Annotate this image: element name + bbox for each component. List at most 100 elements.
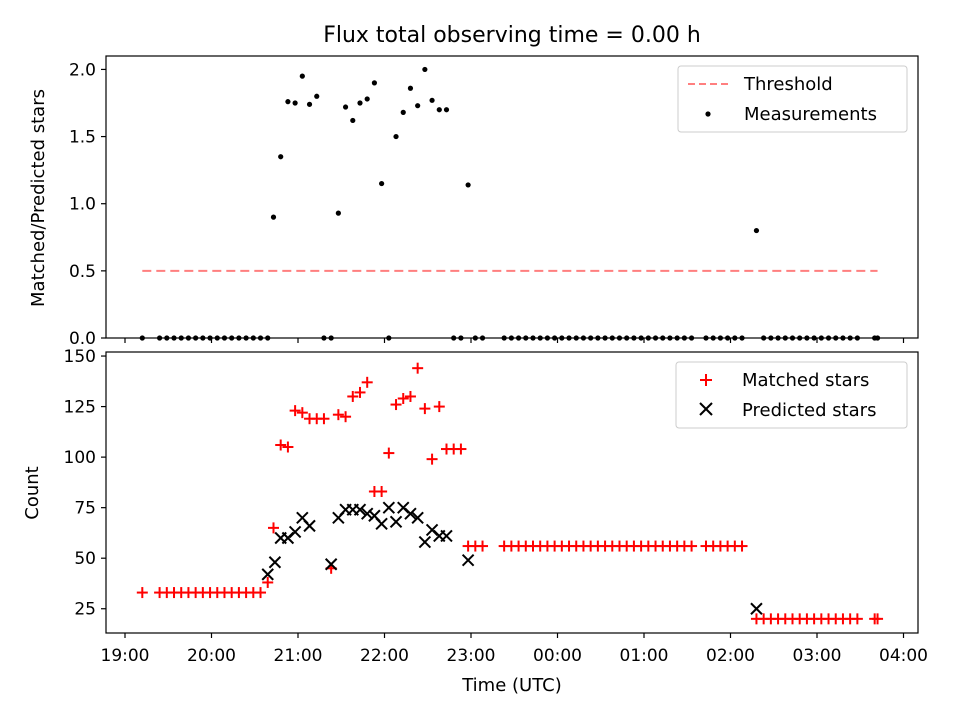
x-tick-label: 01:00 bbox=[620, 646, 669, 666]
matched-legend-swatch bbox=[700, 374, 712, 386]
predicted-legend-label: Predicted stars bbox=[742, 400, 876, 421]
x-tick-label: 22:00 bbox=[360, 646, 409, 666]
measurement-point bbox=[314, 93, 320, 99]
measurement-point bbox=[371, 80, 378, 86]
matched-star-point bbox=[383, 447, 395, 459]
bottom-plot-marks bbox=[136, 362, 884, 625]
top-y-ticks: 0.0 0.5 1.0 1.5 2.0 bbox=[69, 60, 106, 349]
matched-star-point bbox=[347, 390, 359, 402]
measurement-point bbox=[753, 227, 760, 234]
y-tick-label: 0.0 bbox=[69, 329, 96, 349]
predicted-star-point bbox=[353, 503, 367, 516]
bottom-panel: Count Time (UTC) 25 50 75 100 125 150 19:00 20… bbox=[22, 347, 928, 696]
bottom-x-axis-label: Time (UTC) bbox=[461, 675, 562, 696]
predicted-star-point bbox=[389, 515, 403, 529]
measurement-point bbox=[436, 107, 442, 113]
y-tick-label: 25 bbox=[74, 600, 96, 620]
top-x-ticks bbox=[124, 338, 905, 343]
bottom-plot-frame bbox=[105, 351, 919, 634]
y-tick-label: 75 bbox=[74, 499, 96, 519]
measurement-point bbox=[270, 214, 277, 220]
y-tick-label: 1.5 bbox=[69, 128, 96, 148]
matched-star-point bbox=[433, 401, 445, 413]
y-tick-label: 125 bbox=[64, 398, 96, 418]
matched-star-point bbox=[332, 409, 344, 421]
y-tick-label: 2.0 bbox=[69, 60, 96, 80]
measurement-point bbox=[465, 182, 471, 188]
x-tick-label: 20:00 bbox=[187, 646, 236, 666]
measurement-point bbox=[364, 96, 370, 102]
predicted-star-point bbox=[375, 517, 388, 531]
measurement-point bbox=[350, 117, 356, 124]
x-tick-label: 00:00 bbox=[533, 646, 582, 666]
x-tick-label: 21:00 bbox=[274, 646, 323, 666]
top-y-axis-label: Matched/Predicted stars bbox=[28, 89, 49, 307]
measurement-point bbox=[299, 73, 305, 79]
matched-star-point bbox=[361, 376, 373, 388]
predicted-star-point bbox=[418, 535, 432, 549]
matched-star-point bbox=[851, 613, 863, 625]
bottom-legend: Matched stars Predicted stars bbox=[675, 361, 908, 429]
predicted-star-point bbox=[261, 568, 274, 581]
x-tick-label: 23:00 bbox=[447, 646, 496, 666]
predicted-star-point bbox=[750, 602, 763, 615]
y-tick-label: 100 bbox=[64, 448, 96, 468]
top-chart-title: Flux total observing time = 0.00 h bbox=[323, 23, 701, 48]
top-plot-frame bbox=[105, 55, 919, 339]
matched-star-point bbox=[736, 540, 748, 552]
measurement-point bbox=[415, 103, 421, 109]
measurement-point bbox=[429, 97, 435, 103]
measurements-legend-swatch bbox=[705, 111, 711, 117]
matched-star-point bbox=[477, 540, 489, 552]
measurement-point bbox=[292, 100, 298, 106]
predicted-star-point bbox=[404, 507, 417, 520]
series-matched-stars bbox=[136, 362, 884, 625]
top-legend-box bbox=[677, 65, 908, 133]
x-tick-label: 03:00 bbox=[793, 646, 842, 666]
bottom-x-ticks: 19:00 20:00 21:00 22:00 23:00 00:00 01:00 02:00… bbox=[101, 633, 928, 666]
x-tick-label: 04:00 bbox=[879, 646, 928, 666]
predicted-star-point bbox=[382, 501, 396, 514]
matched-star-point bbox=[412, 362, 424, 374]
predicted-star-point bbox=[440, 529, 453, 543]
predicted-star-point bbox=[411, 511, 424, 524]
measurement-point bbox=[379, 180, 385, 187]
measurement-point bbox=[342, 104, 349, 110]
predicted-star-point bbox=[324, 558, 338, 571]
matched-star-point bbox=[404, 390, 416, 402]
matched-star-point bbox=[340, 411, 352, 423]
matched-star-point bbox=[262, 576, 274, 588]
matched-star-point bbox=[686, 540, 698, 552]
matched-star-point bbox=[390, 399, 402, 411]
predicted-legend-swatch bbox=[699, 402, 713, 416]
y-tick-label: 0.5 bbox=[69, 262, 96, 282]
y-tick-label: 150 bbox=[64, 347, 96, 367]
matched-star-point bbox=[354, 386, 366, 398]
predicted-star-point bbox=[268, 556, 282, 569]
predicted-star-point bbox=[288, 525, 302, 539]
measurement-point bbox=[285, 99, 291, 105]
top-legend: Threshold Measurements bbox=[677, 65, 908, 133]
matched-star-point bbox=[872, 613, 884, 625]
matched-star-point bbox=[376, 485, 388, 497]
matched-star-point bbox=[275, 439, 287, 451]
matched-star-point bbox=[267, 522, 279, 534]
y-tick-label: 1.0 bbox=[69, 195, 96, 215]
predicted-star-point bbox=[360, 507, 374, 520]
matched-star-point bbox=[426, 453, 438, 465]
measurement-point bbox=[306, 101, 313, 107]
bottom-legend-box bbox=[675, 361, 908, 429]
measurement-point bbox=[407, 85, 414, 91]
measurements-legend-label: Measurements bbox=[744, 104, 877, 125]
matched-star-point bbox=[397, 392, 409, 404]
predicted-star-point bbox=[461, 554, 475, 567]
matched-legend-label: Matched stars bbox=[742, 370, 869, 391]
matched-star-point bbox=[136, 587, 148, 599]
bottom-y-ticks: 25 50 75 100 125 150 bbox=[64, 347, 106, 620]
top-panel: Flux total observing time = 0.00 h Match… bbox=[28, 23, 919, 349]
matched-star-point bbox=[255, 587, 267, 599]
matched-star-point bbox=[455, 443, 467, 455]
measurement-point bbox=[422, 66, 428, 73]
predicted-star-point bbox=[303, 519, 316, 533]
